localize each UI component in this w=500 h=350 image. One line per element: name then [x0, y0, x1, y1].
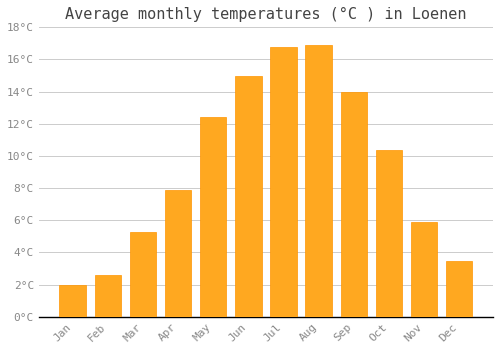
- Bar: [306, 45, 332, 317]
- Bar: [235, 76, 262, 317]
- Bar: [200, 117, 226, 317]
- Bar: [411, 222, 438, 317]
- Bar: [340, 92, 367, 317]
- Bar: [446, 260, 472, 317]
- Bar: [376, 149, 402, 317]
- Bar: [130, 232, 156, 317]
- Bar: [60, 285, 86, 317]
- Title: Average monthly temperatures (°C ) in Loenen: Average monthly temperatures (°C ) in Lo…: [65, 7, 466, 22]
- Bar: [165, 190, 191, 317]
- Bar: [94, 275, 121, 317]
- Bar: [270, 47, 296, 317]
